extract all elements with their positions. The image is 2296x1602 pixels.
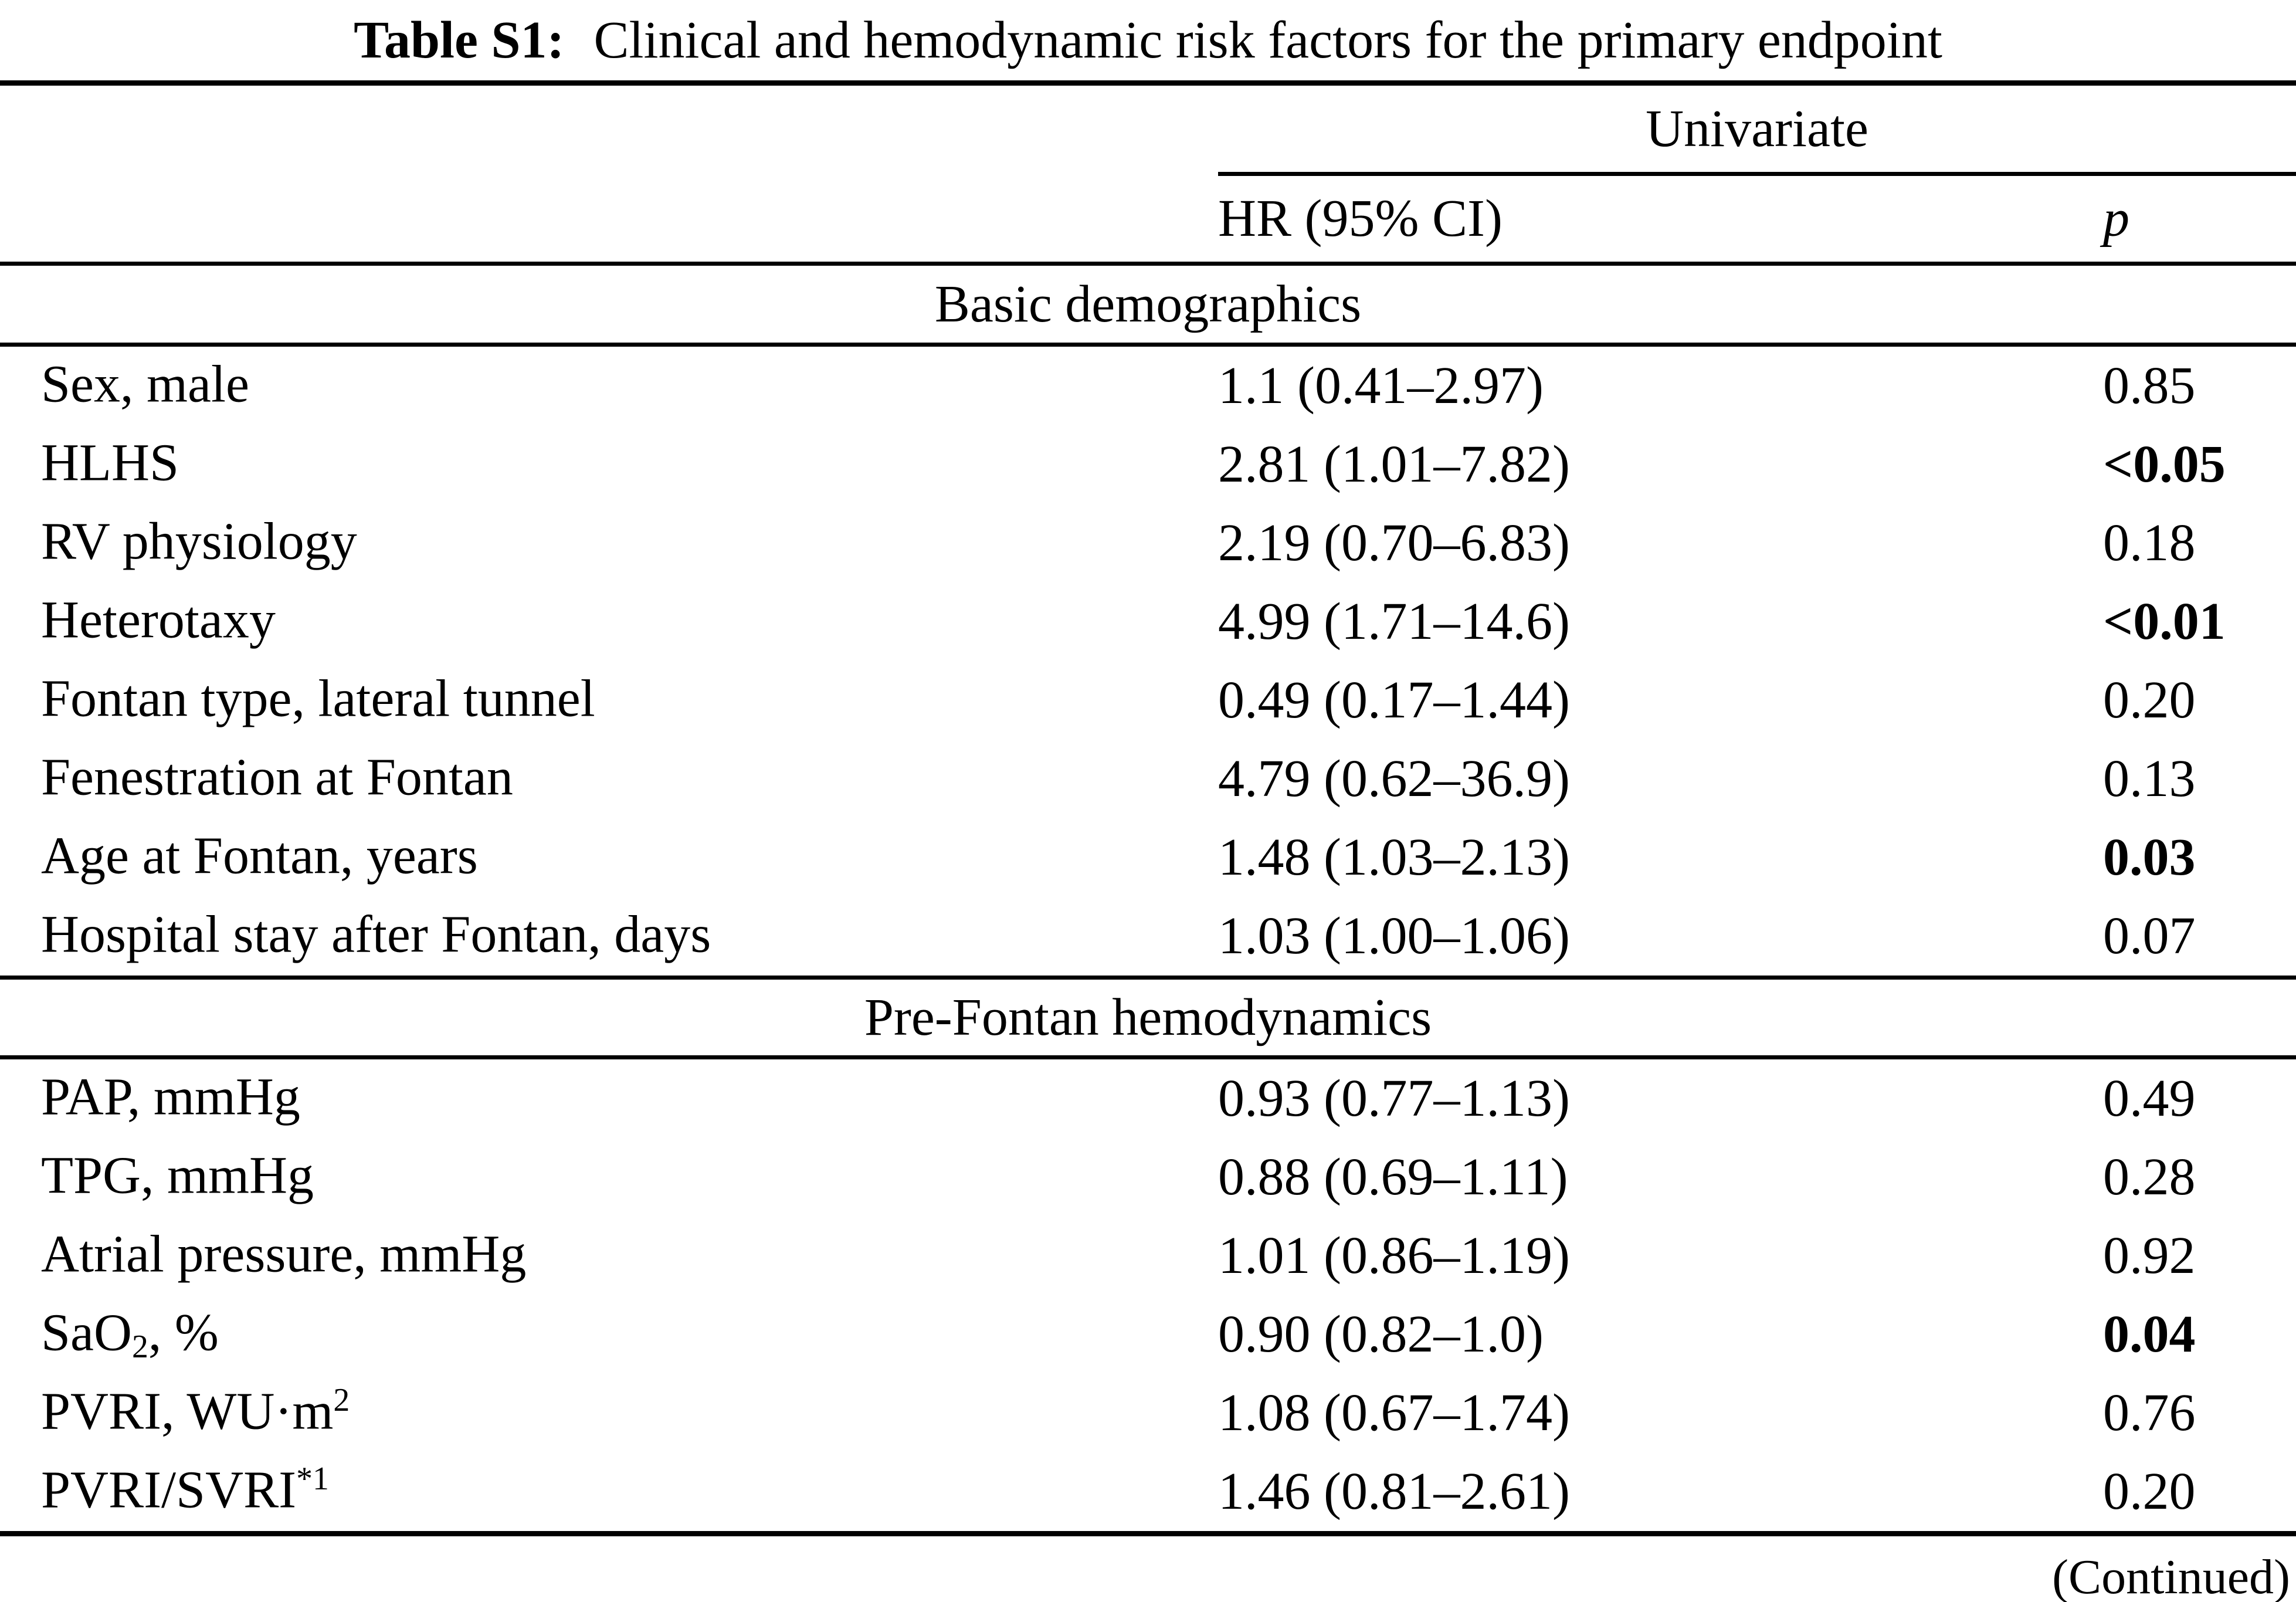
row-label-text: Age at Fontan, years [41,827,478,885]
row-hr-value: 2.19 (0.70–6.83) [1218,514,1570,572]
row-hr-value: 1.48 (1.03–2.13) [1218,828,1570,886]
row-label-text: Heterotaxy [41,591,276,649]
row-label-text: PVRI/SVRI [41,1461,297,1519]
row-hr-value: 0.93 (0.77–1.13) [1218,1069,1570,1127]
row-label-text: Atrial pressure, mmHg [41,1225,527,1283]
hr-ci-column-header: HR (95% CI) [1218,189,1503,248]
row-label: Fontan type, lateral tunnel [0,672,1218,730]
row-label-text: HLHS [41,433,179,492]
bottom-rule [0,1531,2296,1536]
row-label-post: , % [148,1303,219,1362]
row-label-text: PVRI, WU·m [41,1382,334,1441]
row-hr-value: 1.03 (1.00–1.06) [1218,907,1570,965]
section-rule [0,976,2296,980]
table-row: RV physiology 2.19 (0.70–6.83) 0.18 [0,504,2296,582]
row-label: TPG, mmHg [0,1149,1218,1207]
table-row: Atrial pressure, mmHg 1.01 (0.86–1.19) 0… [0,1217,2296,1295]
table-footer: (Continued) [0,1536,2296,1602]
row-label: Fenestration at Fontan [0,750,1218,808]
table-row: PVRI/SVRI*1 1.46 (0.81–2.61) 0.20 [0,1452,2296,1531]
row-hr-value: 0.49 (0.17–1.44) [1218,671,1570,729]
column-header-row: HR (95% CI) p [0,176,2296,262]
table-row: TPG, mmHg 0.88 (0.69–1.11) 0.28 [0,1138,2296,1217]
row-p-value: 0.18 [2103,514,2196,572]
continued-note: (Continued) [2052,1550,2290,1602]
row-hr-value: 0.90 (0.82–1.0) [1218,1305,1544,1363]
section-rule [0,343,2296,347]
row-p-value: 0.28 [2103,1148,2196,1206]
table-row: PAP, mmHg 0.93 (0.77–1.13) 0.49 [0,1059,2296,1138]
table-title-text: Clinical and hemodynamic risk factors fo… [593,11,1942,69]
row-p-value: 0.20 [2103,671,2196,729]
row-label-text: PAP, mmHg [41,1068,300,1126]
row-label-text: SaO [41,1303,132,1362]
row-label-text: Fontan type, lateral tunnel [41,669,595,728]
row-hr-value: 2.81 (1.01–7.82) [1218,435,1570,493]
section-header-pre-fontan-hemodynamics: Pre-Fontan hemodynamics [0,980,2296,1055]
row-p-value: 0.85 [2103,357,2196,415]
table-row: HLHS 2.81 (1.01–7.82) <0.05 [0,425,2296,504]
row-p-value: <0.05 [2103,435,2226,493]
table-title-label: Table S1: [354,11,565,69]
row-label-sup: *1 [296,1460,329,1497]
table-row: SaO2, % 0.90 (0.82–1.0) 0.04 [0,1295,2296,1374]
row-hr-value: 0.88 (0.69–1.11) [1218,1148,1568,1206]
row-label-sup: 2 [333,1381,350,1418]
row-hr-value: 1.1 (0.41–2.97) [1218,357,1544,415]
row-label: Atrial pressure, mmHg [0,1227,1218,1285]
row-label: RV physiology [0,514,1218,573]
row-p-value: 0.07 [2103,907,2196,965]
row-p-value: 0.76 [2103,1384,2196,1442]
p-column-header: p [2103,189,2129,248]
row-label: HLHS [0,436,1218,494]
table-row: PVRI, WU·m2 1.08 (0.67–1.74) 0.76 [0,1374,2296,1452]
row-label-text: Hospital stay after Fontan, days [41,905,711,964]
row-label-text: TPG, mmHg [41,1146,314,1205]
row-label-text: Sex, male [41,355,249,414]
row-hr-value: 4.79 (0.62–36.9) [1218,750,1570,808]
row-hr-value: 1.01 (0.86–1.19) [1218,1227,1570,1285]
row-p-value: 0.92 [2103,1227,2196,1285]
univariate-group-header: Univariate [1646,99,1868,158]
row-p-value: <0.01 [2103,592,2226,651]
row-p-value: 0.49 [2103,1069,2196,1127]
table-row: Heterotaxy 4.99 (1.71–14.6) <0.01 [0,582,2296,661]
table-row: Fontan type, lateral tunnel 0.49 (0.17–1… [0,661,2296,740]
row-label: PAP, mmHg [0,1070,1218,1128]
table-row: Sex, male 1.1 (0.41–2.97) 0.85 [0,347,2296,425]
table-row: Age at Fontan, years 1.48 (1.03–2.13) 0.… [0,818,2296,897]
univariate-span-rule [1218,172,2296,176]
row-label-sub: 2 [132,1328,148,1365]
row-hr-value: 4.99 (1.71–14.6) [1218,592,1570,651]
row-label: PVRI/SVRI*1 [0,1460,1218,1521]
section-header-basic-demographics: Basic demographics [0,266,2296,343]
row-label-text: Fenestration at Fontan [41,748,513,807]
table-title: Table S1: Clinical and hemodynamic risk … [0,0,2296,80]
top-rule [0,80,2296,86]
row-label-text: RV physiology [41,512,357,571]
section-header-label: Basic demographics [934,275,1362,333]
row-label: SaO2, % [0,1306,1218,1364]
section-rule [0,1055,2296,1059]
row-label: Hospital stay after Fontan, days [0,907,1218,966]
row-label: Age at Fontan, years [0,829,1218,887]
row-hr-value: 1.08 (0.67–1.74) [1218,1384,1570,1442]
row-p-value: 0.04 [2103,1305,2196,1363]
section-header-label: Pre-Fontan hemodynamics [864,988,1432,1046]
row-p-value: 0.13 [2103,750,2196,808]
table-row: Fenestration at Fontan 4.79 (0.62–36.9) … [0,740,2296,818]
row-hr-value: 1.46 (0.81–2.61) [1218,1462,1570,1520]
column-group-header-row: Univariate [0,86,2296,172]
row-label: PVRI, WU·m2 [0,1384,1218,1442]
table-row: Hospital stay after Fontan, days 1.03 (1… [0,897,2296,976]
row-p-value: 0.20 [2103,1462,2196,1520]
row-label: Sex, male [0,357,1218,415]
row-label: Heterotaxy [0,593,1218,651]
header-bottom-rule [0,262,2296,266]
row-p-value: 0.03 [2103,828,2196,886]
